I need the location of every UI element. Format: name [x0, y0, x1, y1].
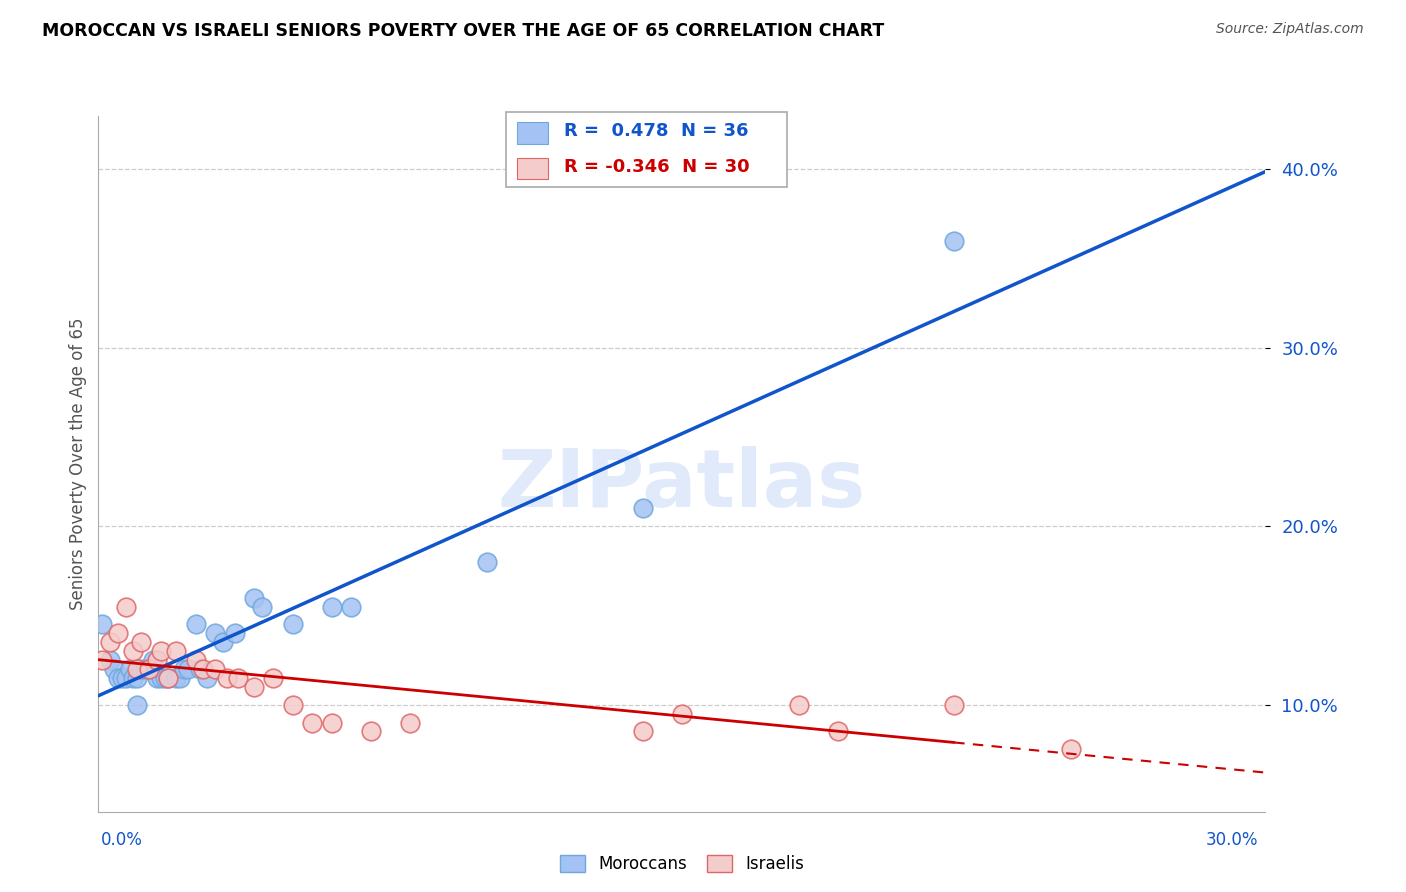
- Point: [118, 662, 141, 676]
- Point: [212, 635, 235, 649]
- Point: [157, 671, 180, 685]
- Point: [224, 626, 246, 640]
- Point: [943, 698, 966, 712]
- Legend: Moroccans, Israelis: Moroccans, Israelis: [560, 855, 804, 873]
- Point: [477, 555, 499, 569]
- Point: [98, 635, 121, 649]
- Point: [114, 599, 136, 614]
- Point: [91, 617, 114, 632]
- Point: [301, 715, 323, 730]
- Point: [146, 671, 169, 685]
- Point: [127, 671, 149, 685]
- Point: [281, 617, 304, 632]
- Point: [122, 644, 145, 658]
- Point: [142, 653, 165, 667]
- Text: R = -0.346  N = 30: R = -0.346 N = 30: [564, 158, 749, 176]
- Text: ZIPatlas: ZIPatlas: [498, 446, 866, 524]
- Point: [134, 662, 156, 676]
- Point: [631, 501, 654, 516]
- Point: [204, 626, 226, 640]
- Point: [360, 724, 382, 739]
- Point: [321, 715, 343, 730]
- Point: [127, 662, 149, 676]
- Text: R =  0.478  N = 36: R = 0.478 N = 36: [564, 122, 748, 140]
- Point: [188, 662, 211, 676]
- Point: [127, 698, 149, 712]
- Text: MOROCCAN VS ISRAELI SENIORS POVERTY OVER THE AGE OF 65 CORRELATION CHART: MOROCCAN VS ISRAELI SENIORS POVERTY OVER…: [42, 22, 884, 40]
- Y-axis label: Seniors Poverty Over the Age of 65: Seniors Poverty Over the Age of 65: [69, 318, 87, 610]
- Point: [215, 671, 238, 685]
- Point: [943, 234, 966, 248]
- Point: [195, 671, 218, 685]
- Point: [146, 653, 169, 667]
- Point: [398, 715, 420, 730]
- Point: [193, 662, 215, 676]
- Point: [827, 724, 849, 739]
- Point: [787, 698, 810, 712]
- Point: [169, 671, 191, 685]
- Point: [177, 662, 200, 676]
- Point: [184, 653, 207, 667]
- Point: [184, 617, 207, 632]
- Point: [321, 599, 343, 614]
- Point: [262, 671, 284, 685]
- Point: [153, 671, 176, 685]
- Point: [138, 662, 160, 676]
- Point: [631, 724, 654, 739]
- Text: 30.0%: 30.0%: [1206, 831, 1258, 849]
- Point: [107, 671, 129, 685]
- Point: [204, 662, 226, 676]
- Point: [228, 671, 250, 685]
- Point: [98, 653, 121, 667]
- Point: [157, 671, 180, 685]
- Point: [281, 698, 304, 712]
- Point: [149, 671, 172, 685]
- Point: [243, 680, 266, 694]
- Point: [340, 599, 363, 614]
- Point: [103, 662, 125, 676]
- Point: [165, 671, 187, 685]
- Point: [243, 591, 266, 605]
- Point: [138, 662, 160, 676]
- Point: [91, 653, 114, 667]
- Point: [129, 635, 152, 649]
- Point: [173, 662, 195, 676]
- Point: [149, 644, 172, 658]
- Point: [114, 671, 136, 685]
- Point: [1060, 742, 1083, 756]
- Point: [122, 671, 145, 685]
- Point: [129, 662, 152, 676]
- Text: 0.0%: 0.0%: [101, 831, 143, 849]
- Point: [111, 671, 134, 685]
- Point: [165, 644, 187, 658]
- Point: [671, 706, 693, 721]
- Text: Source: ZipAtlas.com: Source: ZipAtlas.com: [1216, 22, 1364, 37]
- Point: [250, 599, 273, 614]
- Point: [107, 626, 129, 640]
